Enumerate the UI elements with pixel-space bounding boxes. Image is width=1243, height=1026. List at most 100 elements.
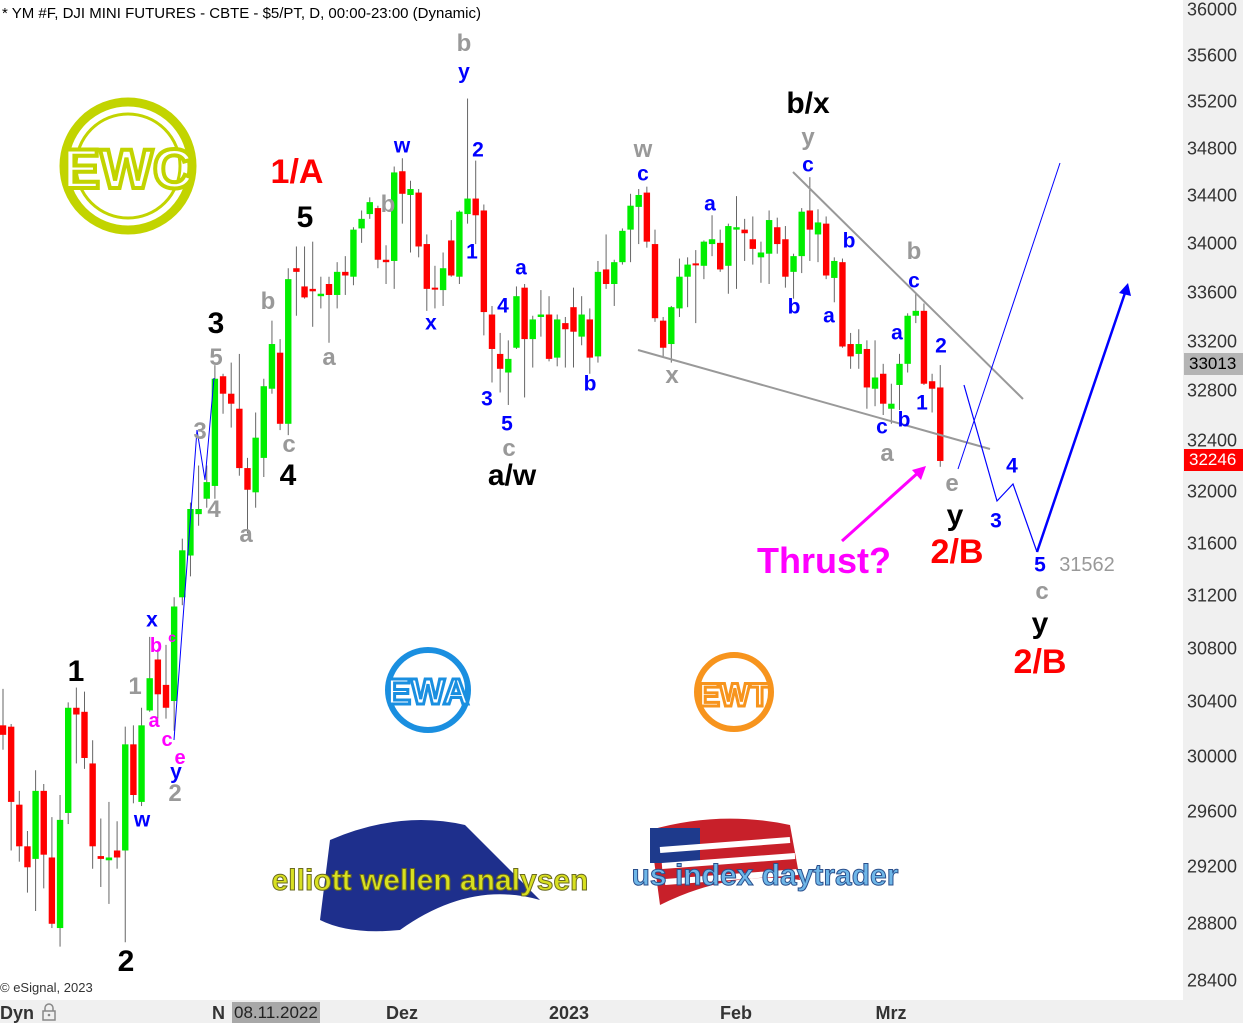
- candle-up: [668, 307, 675, 345]
- y-tick-label: 34800: [1187, 138, 1238, 159]
- candle-up: [904, 315, 911, 364]
- candle-up: [456, 211, 463, 277]
- candle-up: [358, 218, 365, 229]
- candle-up: [757, 252, 765, 258]
- x-tick: 2023: [548, 1003, 590, 1023]
- candle-down: [48, 857, 56, 924]
- candle-up: [505, 358, 512, 373]
- wave-label: y: [946, 499, 964, 532]
- candle-up: [888, 403, 895, 409]
- candle-down: [325, 284, 333, 295]
- candle-up: [350, 229, 357, 277]
- candle-down: [276, 352, 284, 424]
- candle-down: [521, 287, 528, 340]
- candle-up: [32, 790, 39, 859]
- wave-label: b: [787, 295, 801, 319]
- y-tick-label: 32400: [1187, 430, 1238, 451]
- candle-up: [676, 276, 683, 309]
- wave-1-2-path: [173, 377, 215, 741]
- candle-up: [179, 550, 186, 598]
- price-axis[interactable]: 36000 35600 35200 34800 34400 34000 33600 33200…: [1183, 0, 1243, 1000]
- ewt-logo: EWT: [694, 652, 774, 732]
- wave-label: c: [908, 269, 920, 293]
- wave-label: b/x: [786, 87, 830, 120]
- candle-down: [301, 286, 308, 298]
- candle-down: [415, 192, 422, 247]
- arrow-head-icon: [1119, 283, 1131, 296]
- wave-label: b: [906, 238, 922, 265]
- candle-down: [847, 344, 854, 357]
- y-tick-label: 36000: [1187, 0, 1238, 20]
- y-tick-label: 31600: [1187, 533, 1238, 554]
- y-tick-label: 30400: [1187, 691, 1238, 712]
- wave-label: 1: [466, 240, 478, 264]
- thrust-arrow: [840, 469, 922, 543]
- wave-label: 4: [497, 294, 509, 318]
- candle-up: [708, 239, 716, 245]
- y-tick-label: 33200: [1187, 331, 1238, 352]
- wave-label: c: [637, 162, 649, 186]
- candle-down: [293, 268, 300, 272]
- candle-down: [749, 239, 756, 249]
- candle-down: [399, 171, 406, 194]
- candle-down: [89, 763, 96, 847]
- candle-up: [366, 202, 373, 215]
- candle-down: [659, 320, 667, 348]
- wave-label: w: [393, 134, 411, 158]
- y-tick-label: 33600: [1187, 282, 1238, 303]
- candle-down: [130, 744, 137, 796]
- candle-down: [822, 223, 830, 276]
- x-tick-partial: N: [212, 1003, 225, 1023]
- candle-down: [472, 198, 479, 216]
- wave-label: a: [515, 256, 527, 280]
- candle-down: [839, 262, 846, 347]
- candle-down: [545, 314, 553, 359]
- wave-label: 4: [1006, 454, 1018, 478]
- candle-up: [170, 606, 178, 702]
- cursor-date: 08.11.2022: [232, 1002, 320, 1023]
- candle-up: [513, 296, 520, 348]
- y-tick-label: 30800: [1187, 638, 1238, 659]
- y-tick-label: 28400: [1187, 970, 1238, 991]
- candle-up: [765, 220, 773, 254]
- wave-label: y: [1031, 607, 1049, 640]
- svg-text:EWA: EWA: [387, 671, 469, 712]
- wave-label: b: [897, 408, 911, 432]
- y-tick-label: 29200: [1187, 856, 1238, 877]
- candle-down: [937, 387, 944, 461]
- candle-up: [554, 319, 561, 358]
- svg-text:EWC: EWC: [63, 137, 194, 200]
- wave-label: x: [665, 362, 679, 389]
- candle-down: [431, 287, 439, 290]
- candle-down: [562, 323, 569, 330]
- wave-label: a/w: [487, 459, 537, 492]
- candle-down: [692, 263, 699, 266]
- candle-down: [448, 240, 455, 276]
- wave-label: a: [239, 521, 253, 548]
- y-tick-label: 32000: [1187, 481, 1238, 502]
- candle-down: [0, 725, 7, 735]
- time-axis[interactable]: Dyn N 08.11.2022 Dez 2023 Feb Mrz: [0, 1000, 1243, 1023]
- svg-text:elliott wellen analysen: elliott wellen analysen: [272, 864, 589, 897]
- candle-up: [260, 386, 267, 458]
- candle-up: [317, 293, 325, 297]
- candle-down: [309, 288, 316, 292]
- elliott-wellen-analysen-logo: elliott wellen analysen: [271, 820, 589, 932]
- wave-label: 1: [67, 655, 85, 688]
- candle-down: [880, 373, 887, 404]
- wave-label: c: [282, 431, 296, 458]
- candle-down: [806, 210, 814, 230]
- wave-label: a: [704, 192, 716, 216]
- wave-label: 3: [207, 307, 225, 340]
- candle-up: [211, 378, 219, 486]
- lock-icon[interactable]: [40, 1003, 58, 1021]
- candle-up: [855, 344, 862, 354]
- chart-title: * YM #F, DJI MINI FUTURES - CBTE - $5/PT…: [2, 5, 482, 22]
- wave-label: a: [823, 304, 835, 328]
- wave-label: 2/B: [930, 533, 984, 571]
- dyn-mode-label[interactable]: Dyn: [0, 1003, 35, 1023]
- candle-up: [187, 508, 194, 556]
- candle-up: [684, 264, 691, 277]
- candle-up: [391, 172, 398, 261]
